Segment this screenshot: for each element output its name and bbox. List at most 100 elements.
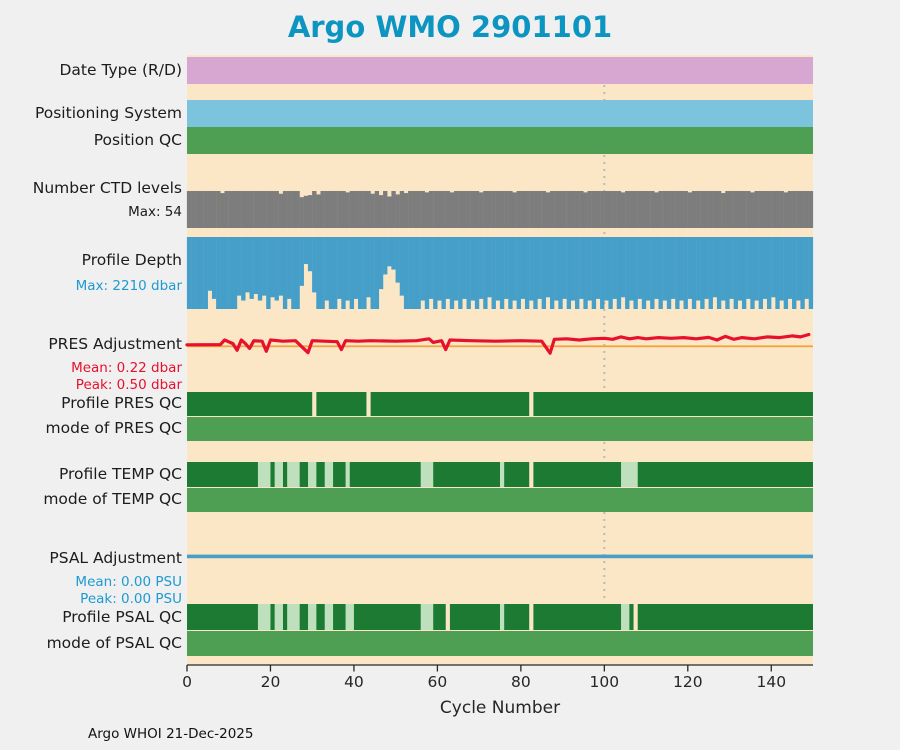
ctd-bar	[524, 191, 530, 228]
ctd-bar	[566, 191, 572, 228]
ctd-bar	[287, 191, 292, 228]
depth-bar	[641, 237, 647, 309]
ctd-bar	[303, 195, 309, 228]
ctd-bar	[579, 191, 584, 228]
ctd-bar	[549, 191, 555, 228]
ctd-bar	[541, 191, 547, 228]
profile-psal-qc-band-gap	[633, 604, 638, 630]
ctd-bar	[487, 191, 492, 228]
x-tick-label: 80	[511, 673, 531, 691]
depth-bar	[278, 237, 284, 296]
ctd-bar	[545, 192, 551, 228]
depth-bar	[691, 237, 697, 309]
ctd-bar	[662, 191, 668, 228]
depth-bar	[207, 237, 213, 291]
ctd-bar	[508, 191, 513, 228]
profile-temp-qc-band-light-segment	[274, 462, 283, 487]
depth-bar	[366, 237, 371, 298]
ctd-bar	[324, 191, 329, 228]
depth-bar	[762, 237, 768, 299]
label-profile-temp-qc: Profile TEMP QC	[58, 465, 182, 483]
ctd-bar	[746, 191, 751, 228]
ctd-bar	[358, 191, 363, 228]
depth-bar	[520, 237, 526, 299]
depth-bar	[766, 237, 772, 309]
mode-pres-qc-band	[187, 417, 813, 441]
ctd-bar	[211, 191, 217, 228]
ctd-bar	[408, 191, 413, 228]
depth-bar	[658, 237, 663, 309]
depth-bar	[595, 237, 601, 299]
depth-bar	[307, 237, 313, 272]
label-ctd-levels: Number CTD levels	[32, 179, 182, 197]
ctd-bar	[516, 191, 521, 228]
label-psal-mean: Mean: 0.00 PSU	[75, 574, 182, 590]
depth-bar	[203, 237, 208, 309]
depth-bar	[608, 237, 613, 309]
ctd-bar	[453, 191, 459, 228]
ctd-bar	[299, 197, 304, 228]
depth-bar	[625, 237, 630, 309]
label-profile-psal-qc: Profile PSAL QC	[62, 608, 182, 626]
ctd-bar	[758, 191, 764, 228]
ctd-bar	[800, 191, 805, 228]
depth-bar	[391, 237, 396, 270]
ctd-bar	[362, 191, 367, 228]
depth-bar	[245, 237, 250, 293]
ctd-bar	[420, 191, 425, 228]
ctd-bar	[645, 191, 651, 228]
depth-bar	[708, 237, 713, 309]
ctd-bar	[282, 191, 288, 228]
profile-psal-qc-band-gap	[445, 604, 450, 630]
ctd-bar	[370, 193, 375, 228]
ctd-bar	[270, 191, 275, 228]
depth-bar	[328, 237, 334, 309]
ctd-bar	[345, 192, 350, 228]
depth-bar	[683, 237, 688, 309]
depth-bar	[524, 237, 530, 309]
profile-psal-qc-band-light-segment	[324, 604, 334, 630]
depth-bar	[399, 237, 405, 296]
ctd-bar	[458, 191, 463, 228]
depth-bar	[754, 237, 759, 301]
depth-bar	[587, 237, 592, 301]
depth-bar	[499, 237, 505, 309]
depth-bar	[712, 237, 718, 298]
depth-bar	[729, 237, 734, 299]
ctd-bar	[474, 191, 480, 228]
depth-bar	[312, 237, 317, 293]
depth-bar	[746, 237, 751, 299]
depth-bar	[679, 237, 684, 301]
depth-bar	[645, 237, 651, 301]
depth-bar	[575, 237, 580, 309]
depth-bar	[282, 237, 288, 309]
ctd-bar	[186, 191, 192, 228]
depth-bar	[696, 237, 701, 301]
depth-bar	[324, 237, 329, 301]
ctd-bar	[495, 191, 501, 228]
depth-bar	[758, 237, 764, 309]
ctd-bar	[374, 191, 380, 228]
depth-bar	[541, 237, 547, 309]
depth-bar	[186, 237, 192, 309]
ctd-bar	[766, 191, 772, 228]
depth-bar	[600, 237, 605, 309]
ctd-bar	[570, 191, 576, 228]
depth-bar	[303, 237, 309, 265]
profile-temp-qc-band-light-segment	[420, 462, 434, 487]
ctd-bar	[249, 191, 254, 228]
depth-bar	[424, 237, 430, 309]
depth-bar	[416, 237, 421, 309]
depth-bar	[236, 237, 242, 296]
depth-bar	[483, 237, 488, 309]
depth-bar	[800, 237, 805, 309]
label-psal-peak: Peak: 0.00 PSU	[80, 591, 182, 607]
depth-bar	[737, 237, 743, 301]
depth-bar	[721, 237, 726, 301]
ctd-bar	[470, 191, 476, 228]
ctd-bar	[658, 191, 663, 228]
depth-bar	[804, 237, 809, 299]
label-positioning: Positioning System	[34, 104, 182, 122]
label-mode-pres-qc: mode of PRES QC	[45, 419, 182, 437]
ctd-bar	[462, 191, 467, 228]
